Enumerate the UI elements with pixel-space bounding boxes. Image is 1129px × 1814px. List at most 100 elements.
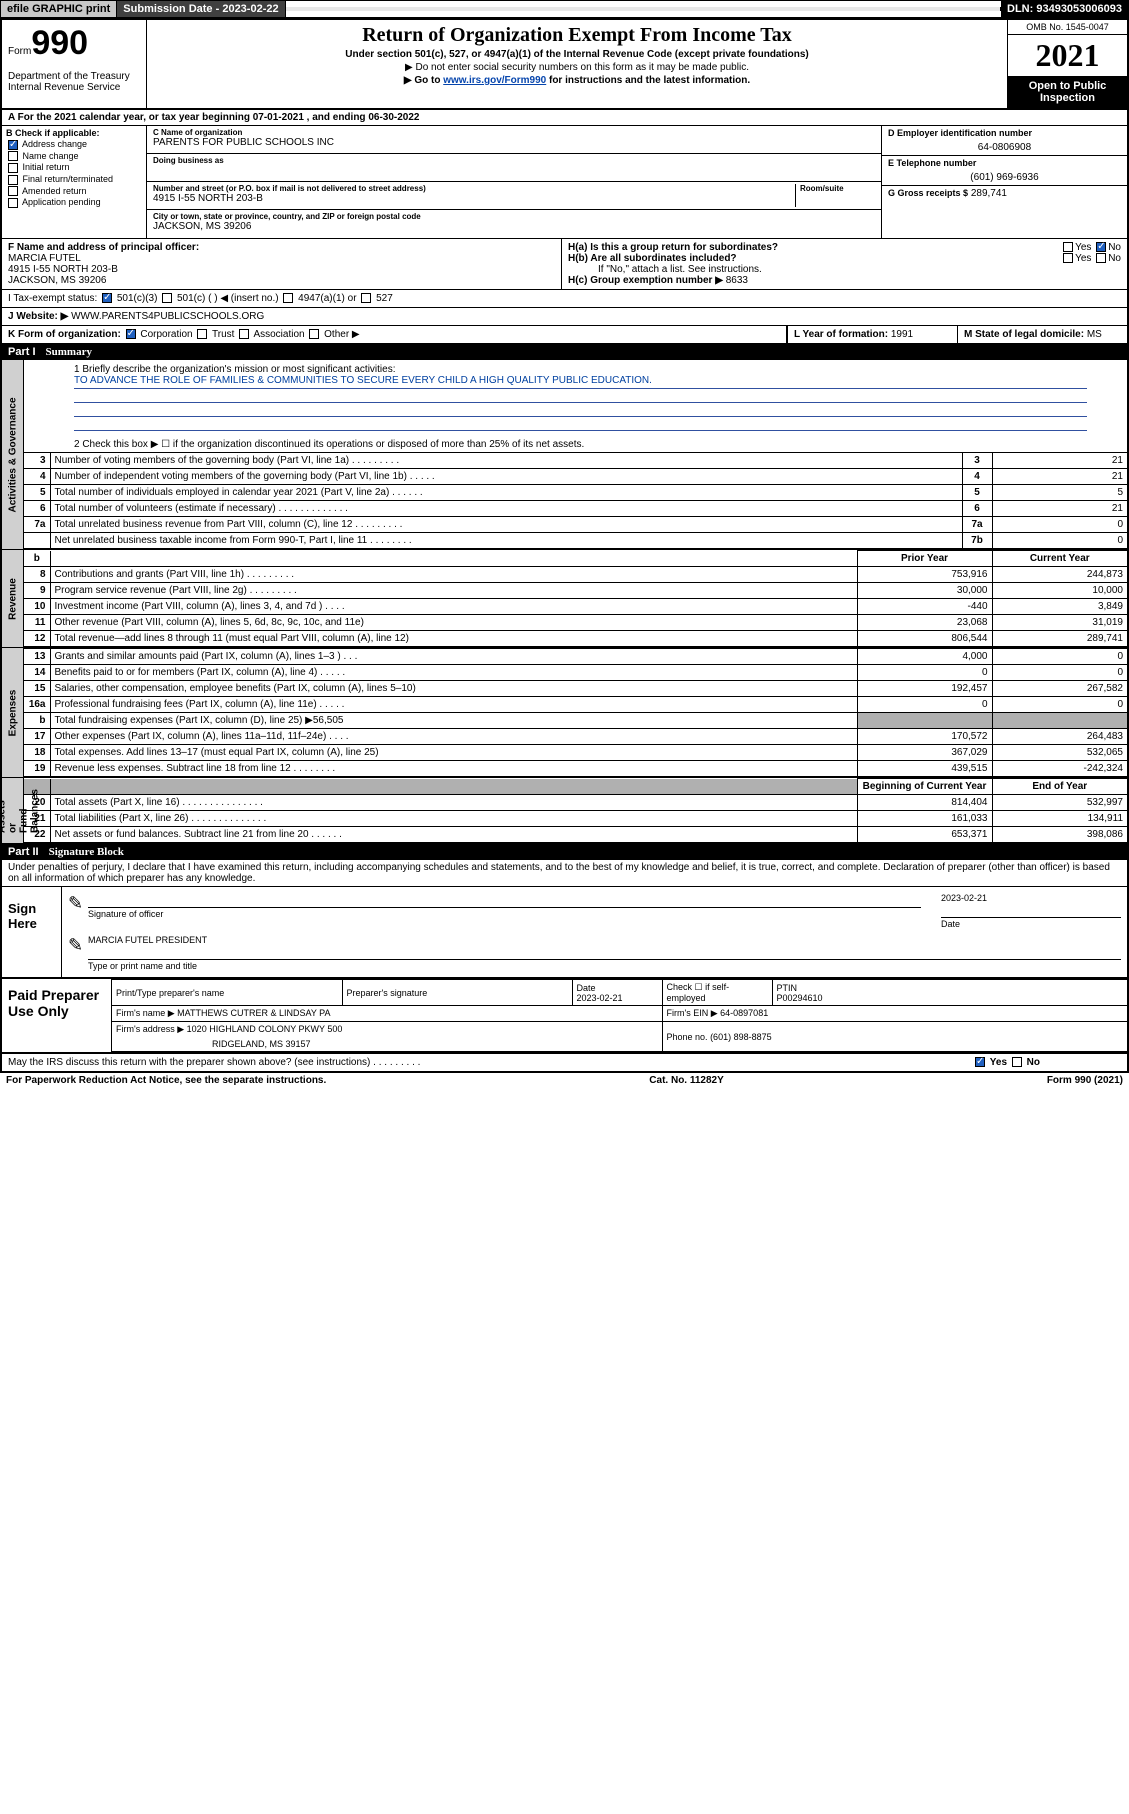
ein-label: D Employer identification number <box>888 128 1121 138</box>
box-l-label: L Year of formation: <box>794 329 888 340</box>
dept-treasury: Department of the Treasury Internal Reve… <box>8 71 140 93</box>
hdr-b: b <box>24 551 50 567</box>
checkbox-icon[interactable] <box>197 329 207 339</box>
form-header: Form990 Department of the Treasury Inter… <box>2 20 1127 110</box>
perjury-statement: Under penalties of perjury, I declare th… <box>2 860 1127 887</box>
city-label: City or town, state or province, country… <box>153 212 875 221</box>
checkbox-icon[interactable] <box>1063 242 1073 252</box>
phone-label: E Telephone number <box>888 158 1121 168</box>
checkbox-icon[interactable] <box>239 329 249 339</box>
open-public: Open to Public Inspection <box>1008 76 1127 108</box>
checkbox-icon[interactable] <box>1063 253 1073 263</box>
h-b-note: If "No," attach a list. See instructions… <box>568 264 1121 275</box>
efile-label[interactable]: efile GRAPHIC print <box>1 1 117 17</box>
net-assets-table: Beginning of Current Year End of Year 20… <box>24 778 1127 843</box>
box-m-label: M State of legal domicile: <box>964 329 1084 340</box>
section-governance: Activities & Governance 1 Briefly descri… <box>2 360 1127 550</box>
officer-signature-line[interactable]: Signature of officer <box>88 907 921 919</box>
hdr-current-year: Current Year <box>992 551 1127 567</box>
preparer-table: Print/Type preparer's name Preparer's si… <box>112 979 1127 1052</box>
pen-icon: ✎ <box>68 935 88 971</box>
form-number: 990 <box>31 24 88 62</box>
row-k-l-m: K Form of organization: Corporation Trus… <box>2 326 1127 344</box>
dln-label: DLN: 93493053006093 <box>1001 1 1128 17</box>
header-right: OMB No. 1545-0047 2021 Open to Public In… <box>1007 20 1127 108</box>
form-note2: ▶ Go to www.irs.gov/Form990 for instruct… <box>153 75 1001 86</box>
table-row: 14Benefits paid to or for members (Part … <box>24 665 1127 681</box>
table-row: 16aProfessional fundraising fees (Part I… <box>24 697 1127 713</box>
checkbox-icon[interactable] <box>102 293 112 303</box>
firm-name: MATTHEWS CUTRER & LINDSAY PA <box>177 1008 330 1018</box>
box-i-label: I Tax-exempt status: <box>8 293 97 304</box>
box-k-label: K Form of organization: <box>8 329 121 340</box>
self-employed[interactable]: Check ☐ if self-employed <box>662 980 772 1006</box>
prep-date: 2023-02-21 <box>577 993 623 1003</box>
table-row: bTotal fundraising expenses (Part IX, co… <box>24 713 1127 729</box>
table-row: 18Total expenses. Add lines 13–17 (must … <box>24 745 1127 761</box>
footer-left: For Paperwork Reduction Act Notice, see … <box>6 1075 326 1086</box>
officer-name: MARCIA FUTEL <box>8 253 81 264</box>
box-b-item[interactable]: Address change <box>6 139 142 150</box>
box-b-item[interactable]: Application pending <box>6 197 142 208</box>
sign-here-label: Sign Here <box>2 887 62 977</box>
prep-sig-label: Preparer's signature <box>342 980 572 1006</box>
side-label-expenses: Expenses <box>2 648 24 777</box>
checkbox-icon[interactable] <box>8 175 18 185</box>
checkbox-icon[interactable] <box>975 1057 985 1067</box>
footer-mid: Cat. No. 11282Y <box>649 1075 723 1086</box>
table-row: 20Total assets (Part X, line 16) . . . .… <box>24 795 1127 811</box>
checkbox-icon[interactable] <box>1096 253 1106 263</box>
checkbox-icon[interactable] <box>126 329 136 339</box>
firm-ein: 64-0897081 <box>720 1008 768 1018</box>
form-title: Return of Organization Exempt From Incom… <box>153 24 1001 47</box>
form-subtitle: Under section 501(c), 527, or 4947(a)(1)… <box>153 49 1001 60</box>
checkbox-icon[interactable] <box>162 293 172 303</box>
ein-value: 64-0806908 <box>888 142 1121 153</box>
governance-table: 3Number of voting members of the governi… <box>24 452 1127 549</box>
checkbox-icon[interactable] <box>309 329 319 339</box>
hdr-end: End of Year <box>992 779 1127 795</box>
table-row: 3Number of voting members of the governi… <box>24 453 1127 469</box>
header-left: Form990 Department of the Treasury Inter… <box>2 20 147 108</box>
checkbox-icon[interactable] <box>8 198 18 208</box>
box-b-item[interactable]: Amended return <box>6 186 142 197</box>
section-expenses: Expenses 13Grants and similar amounts pa… <box>2 648 1127 778</box>
checkbox-icon[interactable] <box>8 163 18 173</box>
box-b-item[interactable]: Initial return <box>6 162 142 173</box>
org-name-label: C Name of organization <box>153 128 875 137</box>
checkbox-icon[interactable] <box>8 186 18 196</box>
side-label-revenue: Revenue <box>2 550 24 647</box>
sign-here-block: Sign Here ✎ Signature of officer 2023-02… <box>2 887 1127 979</box>
toolbar: efile GRAPHIC print Submission Date - 20… <box>0 0 1129 18</box>
box-b-item[interactable]: Name change <box>6 151 142 162</box>
checkbox-icon[interactable] <box>1096 242 1106 252</box>
typed-name-label: Type or print name and title <box>88 959 1121 971</box>
boxes-d-e-g: D Employer identification number 64-0806… <box>882 126 1127 238</box>
checkbox-icon[interactable] <box>361 293 371 303</box>
box-b-item[interactable]: Final return/terminated <box>6 174 142 185</box>
room-label: Room/suite <box>800 184 875 193</box>
checkbox-icon[interactable] <box>283 293 293 303</box>
website-value[interactable]: WWW.PARENTS4PUBLICSCHOOLS.ORG <box>71 311 264 322</box>
expenses-table: 13Grants and similar amounts paid (Part … <box>24 648 1127 777</box>
checkbox-icon[interactable] <box>8 140 18 150</box>
addr-label: Number and street (or P.O. box if mail i… <box>153 184 795 193</box>
firm-phone: (601) 898-8875 <box>710 1032 772 1042</box>
irs-link[interactable]: www.irs.gov/Form990 <box>443 75 546 86</box>
checkbox-icon[interactable] <box>1012 1057 1022 1067</box>
mission-question: 1 Briefly describe the organization's mi… <box>74 364 1087 375</box>
box-f-label: F Name and address of principal officer: <box>8 242 199 253</box>
checkbox-icon[interactable] <box>8 151 18 161</box>
hdr-prior-year: Prior Year <box>857 551 992 567</box>
hdr-beginning: Beginning of Current Year <box>857 779 992 795</box>
city-value: JACKSON, MS 39206 <box>153 221 875 232</box>
box-b-label: B Check if applicable: <box>6 128 142 138</box>
h-c: H(c) Group exemption number ▶ 8633 <box>568 275 1121 286</box>
side-label-governance: Activities & Governance <box>2 360 24 549</box>
sign-date: 2023-02-21 <box>941 893 1121 903</box>
row-i: I Tax-exempt status: 501(c)(3) 501(c) ( … <box>2 290 1127 308</box>
h-b: H(b) Are all subordinates included? Yes … <box>568 253 1121 264</box>
table-row: 6Total number of volunteers (estimate if… <box>24 501 1127 517</box>
firm-city: RIDGELAND, MS 39157 <box>112 1037 662 1052</box>
sign-date-label: Date <box>941 917 1121 929</box>
